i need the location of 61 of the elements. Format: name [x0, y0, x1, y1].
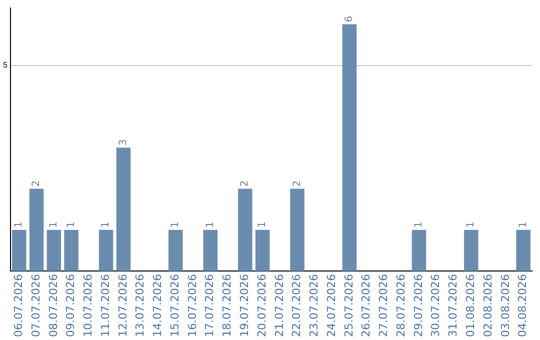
x-tick-label: 26.07.2026: [360, 274, 373, 338]
x-tick-label: 15.07.2026: [168, 274, 182, 338]
x-tick-label: 16.07.2026: [186, 274, 199, 338]
data-label: 6: [344, 16, 356, 22]
bar: [412, 230, 426, 272]
x-tick-label: 22.07.2026: [290, 274, 304, 338]
data-label: 2: [31, 180, 42, 187]
data-label: 1: [518, 222, 529, 228]
data-label: 1: [14, 222, 25, 228]
data-label: 1: [100, 222, 112, 228]
data-label: 1: [257, 222, 268, 228]
bar: [203, 230, 218, 272]
data-label: 1: [170, 222, 182, 228]
bar: [116, 148, 131, 272]
data-label: 3: [118, 139, 130, 146]
x-tick-label: 12.07.2026: [116, 274, 130, 338]
x-tick-label: 10.07.2026: [82, 274, 95, 338]
data-label: 2: [292, 180, 303, 187]
x-tick-label: 06.07.2026: [12, 274, 25, 338]
data-label: 1: [466, 222, 477, 228]
bar: [290, 188, 304, 272]
x-tick-label: 19.07.2026: [238, 274, 252, 338]
x-tick-label: 23.07.2026: [308, 274, 321, 338]
data-label: 1: [414, 222, 425, 228]
data-label: 2: [240, 180, 251, 187]
data-label: 1: [66, 222, 77, 228]
x-tick-label: 03.08.2026: [498, 274, 512, 338]
bar: [516, 230, 530, 272]
bar: [342, 24, 357, 272]
bar: [255, 230, 270, 272]
x-tick-label: 13.07.2026: [134, 274, 147, 338]
x-tick-label: 29.07.2026: [412, 274, 425, 338]
x-tick-label: 08.07.2026: [46, 274, 60, 338]
bar: [238, 188, 252, 272]
x-tick-label: 11.07.2026: [98, 274, 112, 338]
x-tick-label: 07.07.2026: [29, 274, 42, 338]
x-tick-label: 25.07.2026: [342, 274, 356, 338]
x-tick-label: 27.07.2026: [377, 274, 390, 338]
x-tick-label: 18.07.2026: [220, 274, 234, 338]
bar: [98, 230, 114, 272]
x-tick-label: 09.07.2026: [64, 274, 78, 338]
bar: [64, 230, 78, 272]
bar: [12, 230, 26, 272]
x-tick-label: 20.07.2026: [255, 274, 268, 338]
x-tick-label: 17.07.2026: [203, 274, 216, 338]
x-tick-label: 24.07.2026: [324, 274, 338, 338]
bar: [464, 230, 478, 272]
x-tick-label: 21.07.2026: [272, 274, 286, 338]
x-tick-label: 02.08.2026: [481, 274, 494, 338]
data-label: 1: [48, 222, 60, 228]
x-tick-label: 30.07.2026: [429, 274, 442, 338]
x-tick-label: 04.08.2026: [516, 274, 530, 338]
y-tick-label: 5: [2, 60, 8, 70]
x-tick-label: 28.07.2026: [394, 274, 408, 338]
data-label: 1: [204, 222, 216, 228]
x-tick-label: 31.07.2026: [446, 274, 460, 338]
x-tick-label: 01.08.2026: [464, 274, 478, 338]
bar: [29, 188, 44, 272]
bar: [46, 230, 62, 272]
bar: [168, 230, 183, 272]
x-tick-label: 14.07.2026: [151, 274, 164, 338]
